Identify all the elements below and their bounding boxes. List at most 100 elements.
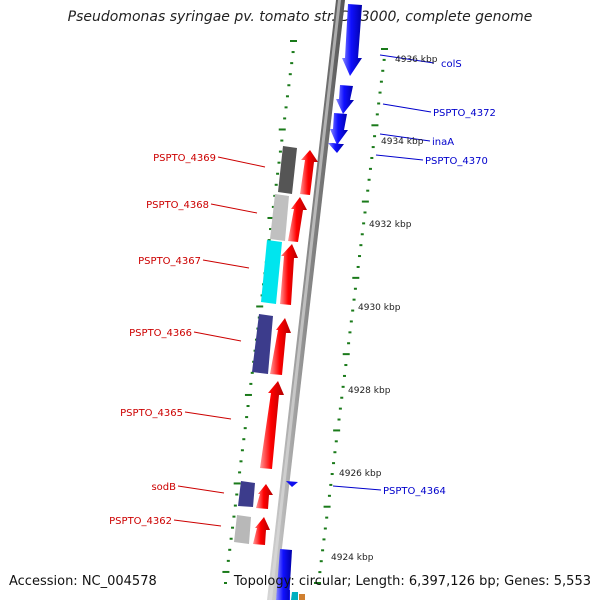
- inner-ring-tick: [361, 200, 369, 203]
- outer-ring-tick: [228, 548, 232, 551]
- inner-ring-tick: [358, 255, 362, 258]
- leader-line-pspto-4370: [375, 154, 424, 161]
- gene-arrow-pspto-4366: [270, 318, 291, 375]
- category-box-pspto-4366: [252, 314, 273, 374]
- map-title: Pseudomonas syringae pv. tomato str. DC3…: [67, 9, 533, 25]
- inner-ring-tick: [330, 473, 334, 476]
- gene-label-pspto-4370[interactable]: PSPTO_4370: [425, 156, 488, 167]
- category-box-pspto-4369: [278, 146, 297, 194]
- gene-label-pspto-4365[interactable]: PSPTO_4365: [120, 408, 183, 419]
- inner-ring-tick: [381, 69, 385, 72]
- inner-ring-tick: [332, 462, 336, 465]
- outer-ring-tick: [250, 371, 254, 374]
- inner-ring-tick: [344, 364, 348, 367]
- inner-ring-tick: [321, 549, 325, 552]
- outer-ring-tick: [269, 228, 273, 231]
- leader-line-pspto-4367: [202, 259, 250, 269]
- inner-ring-tick: [352, 276, 360, 279]
- gene-arrow-cols: [342, 4, 362, 76]
- gene-arrow-pspto-4369: [300, 150, 318, 195]
- inner-ring-tick: [333, 429, 341, 432]
- outer-ring-tick: [274, 183, 278, 186]
- gene-label-inaA[interactable]: inaA: [432, 137, 454, 148]
- gene-label-cols[interactable]: colS: [441, 59, 462, 70]
- inner-ring-tick: [340, 396, 344, 399]
- category-box-pspto-4368: [270, 194, 289, 241]
- outer-ring-tick: [249, 382, 253, 385]
- inner-ring-tick: [381, 48, 388, 50]
- inner-ring-tick: [342, 374, 346, 377]
- gene-arrow-pspto-4372: [336, 85, 354, 114]
- outer-ring-tick: [290, 40, 297, 42]
- gene-label-sodb[interactable]: sodB: [151, 482, 176, 493]
- outer-ring-tick: [238, 471, 242, 474]
- inner-ring-tick: [348, 331, 352, 334]
- inner-ring-tick: [338, 407, 342, 410]
- outer-ring-tick: [244, 393, 252, 396]
- outer-ring-tick: [290, 62, 294, 65]
- outer-ring-tick: [246, 405, 250, 408]
- outer-ring-tick: [285, 95, 289, 98]
- leader-line-inaa: [379, 133, 431, 142]
- gene-arrow-pspto-4370: [328, 143, 344, 153]
- gene-arrow-pspto-4364: [286, 481, 298, 487]
- inner-ring-tick: [325, 516, 329, 519]
- gene-label-pspto-4372[interactable]: PSPTO_4372: [433, 108, 496, 119]
- inner-ring-tick: [351, 309, 355, 312]
- gene-arrow-inaA: [330, 113, 348, 145]
- inner-ring-tick: [337, 418, 341, 421]
- leader-line-pspto-4364: [332, 485, 382, 491]
- outer-ring-tick: [271, 205, 275, 208]
- leader-line-pspto-4369: [217, 156, 266, 168]
- leader-line-pspto-4362: [173, 519, 222, 527]
- inner-ring-tick: [314, 582, 321, 584]
- category-box-pspto-4367: [261, 240, 282, 304]
- gene-arrow-pspto-4368: [288, 197, 307, 242]
- outer-ring-tick: [226, 559, 230, 562]
- leader-line-pspto-4365: [184, 411, 232, 420]
- outer-ring-tick: [273, 194, 277, 197]
- outer-ring-tick: [222, 570, 230, 573]
- outer-ring-tick: [242, 438, 246, 441]
- inner-ring-tick: [366, 189, 370, 192]
- inner-ring-tick: [379, 80, 383, 83]
- category-box-bottom-cyan: [291, 592, 298, 600]
- outer-ring-tick: [232, 515, 236, 518]
- outer-ring-tick: [276, 172, 280, 175]
- gene-label-pspto-4362[interactable]: PSPTO_4362: [109, 516, 172, 527]
- inner-ring-tick: [362, 222, 366, 225]
- gene-label-pspto-4369[interactable]: PSPTO_4369: [153, 153, 216, 164]
- gene-arrow-pspto-4365: [260, 381, 284, 469]
- inner-ring-tick: [352, 298, 356, 301]
- gene-label-pspto-4366[interactable]: PSPTO_4366: [129, 328, 192, 339]
- outer-ring-tick: [233, 482, 241, 485]
- gene-label-pspto-4364[interactable]: PSPTO_4364: [383, 486, 446, 497]
- gene-label-pspto-4368[interactable]: PSPTO_4368: [146, 200, 209, 211]
- forward-strand-genes: [276, 4, 362, 600]
- coord-label-4926: 4926 kbp: [339, 469, 382, 479]
- inner-ring-tick: [367, 178, 371, 181]
- reverse-strand-genes: [253, 150, 318, 545]
- outer-ring-tick: [278, 150, 282, 153]
- outer-ring-tick: [284, 106, 288, 109]
- inner-ring-tick: [360, 233, 364, 236]
- gene-arrow-pspto-4362: [253, 517, 270, 545]
- outer-ring-tick: [229, 537, 233, 540]
- outer-ring-tick: [291, 51, 295, 54]
- coord-label-4928: 4928 kbp: [348, 386, 391, 396]
- outer-ring-tick: [277, 161, 281, 164]
- coord-label-4924: 4924 kbp: [331, 553, 374, 563]
- inner-ring-tick: [349, 320, 353, 323]
- category-box-pspto-4362: [234, 515, 251, 544]
- inner-ring-tick: [333, 451, 337, 454]
- inner-ring-tick: [347, 342, 351, 345]
- coord-label-4930: 4930 kbp: [358, 303, 401, 313]
- accession-text: Accession: NC_004578: [9, 574, 157, 589]
- outer-ring-tick: [233, 504, 237, 507]
- gene-label-pspto-4367[interactable]: PSPTO_4367: [138, 256, 201, 267]
- inner-ring-tick: [329, 483, 333, 486]
- inner-ring-tick: [327, 494, 331, 497]
- inner-ring-tick: [322, 538, 326, 541]
